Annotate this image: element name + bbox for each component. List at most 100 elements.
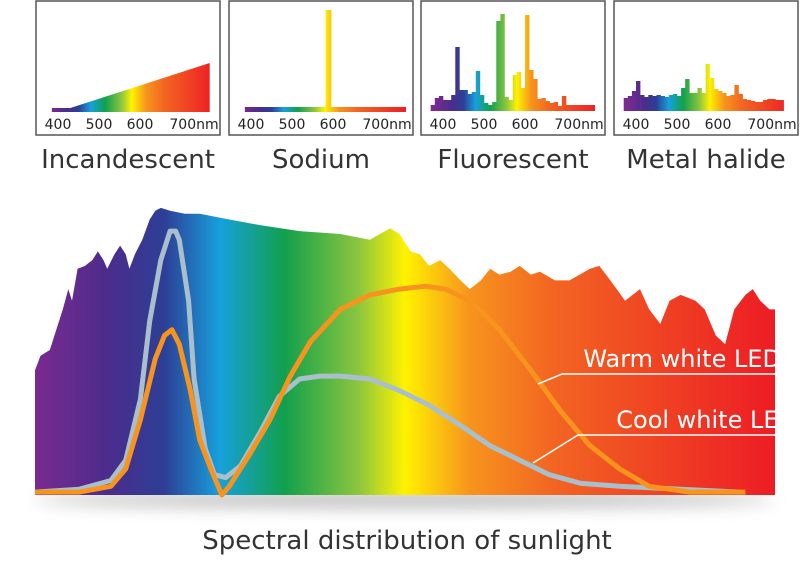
spectrum-bar <box>488 105 493 111</box>
panel-frame <box>35 0 221 136</box>
spectrum-bar <box>705 64 711 111</box>
spectrum-bar <box>730 95 735 111</box>
spectrum-bar <box>742 99 747 111</box>
spectrum-bar <box>512 75 518 111</box>
spectrum-bar <box>746 100 752 111</box>
spectrum-bar <box>529 70 534 111</box>
spectrum-bar <box>467 94 472 111</box>
spectrum-bar <box>726 96 731 111</box>
spectrum-bar <box>738 94 743 111</box>
spectrum-bar <box>434 98 440 111</box>
spectrum-bar <box>525 15 530 111</box>
spectrum-bar <box>574 105 579 111</box>
spectrum-bar <box>590 105 595 111</box>
x-tick-label: 400 <box>45 117 72 133</box>
x-tick-label: 500 <box>471 117 498 133</box>
spectrum-bar <box>668 95 674 111</box>
spectrum-bar <box>640 95 645 111</box>
spectrum-bar <box>693 93 698 111</box>
spectrum-bar <box>533 79 538 111</box>
spectrum-bar <box>459 90 464 111</box>
spectrum-bar <box>771 99 776 111</box>
spectrum-bar <box>451 95 456 111</box>
panel-frame <box>420 0 606 136</box>
spectrum-bar <box>677 96 682 111</box>
spectrum-bar <box>479 95 485 111</box>
spectrum-bar <box>537 99 542 111</box>
panel-title: Fluorescent <box>437 145 588 175</box>
spectrum-bar <box>438 96 444 111</box>
spectrum-bar <box>570 105 575 111</box>
spectrum-bar <box>516 72 522 111</box>
spectrum-bar <box>722 93 727 111</box>
x-tick-label: 500 <box>664 117 691 133</box>
x-tick-label: 600 <box>127 117 154 133</box>
spectrum-bar <box>566 105 571 111</box>
panel-title: Incandescent <box>41 145 215 175</box>
spectrum-bar <box>775 100 780 111</box>
spectrum-bar <box>718 91 723 111</box>
spectrum-bar <box>709 78 715 111</box>
spectrum-bar <box>545 101 550 111</box>
cool-led-leader-line <box>532 434 787 464</box>
spectrum-bar <box>779 100 784 111</box>
panel-incandescent: 400 500 600 700nm Incandescent <box>35 0 221 175</box>
sunlight-spectrum-area <box>35 207 775 495</box>
x-tick-label: 400 <box>623 117 650 133</box>
panel-title: Sodium <box>272 145 370 175</box>
x-tick-label: 500 <box>279 117 306 133</box>
spectrum-bar <box>656 95 661 111</box>
legend-cool-white-led: Cool white LED <box>616 406 797 434</box>
x-tick-label: 400 <box>430 117 457 133</box>
spectrum-area <box>51 63 210 112</box>
spectrum-bar <box>586 105 591 111</box>
x-tick-label: 600 <box>512 117 539 133</box>
spectrum-bar <box>443 100 448 111</box>
spectrum-bar <box>484 103 489 111</box>
spectrum-bar <box>648 95 653 111</box>
spectrum-bar <box>754 102 760 111</box>
lamp-spectra-panels: 400 500 600 700nm Incandescent 400 500 600 700nm… <box>35 0 799 175</box>
spectrum-bar <box>652 96 657 111</box>
spectrum-bar <box>492 102 497 111</box>
x-tick-label: 500 <box>86 117 113 133</box>
spectrum-bar <box>500 14 505 111</box>
spectrum-bar <box>557 106 563 111</box>
spectrum-bar <box>623 98 629 111</box>
spectrum-bar <box>561 96 567 111</box>
spectrum-bar <box>455 47 460 111</box>
sunlight-chart: Warm white LED Cool white LED Spectral d… <box>34 207 797 556</box>
warm-led-leader-line <box>537 373 782 385</box>
spectrum-bar <box>644 97 649 111</box>
spectrum-bar <box>504 97 509 111</box>
warm-white-led-line <box>35 283 746 498</box>
spectrum-bar <box>734 85 739 111</box>
spectrum-bar <box>549 103 554 111</box>
spectrum-bar <box>520 88 526 111</box>
spectrum-bar <box>471 92 477 111</box>
spectrum-bar <box>463 90 468 111</box>
spectrum-bar <box>430 105 436 111</box>
spectrum-bar <box>689 93 694 111</box>
x-tick-label: 700nm <box>362 117 411 133</box>
panel-title: Metal halide <box>626 145 785 175</box>
panel-frame <box>228 0 414 136</box>
spectrum-bar <box>713 89 719 111</box>
x-tick-label: 600 <box>320 117 347 133</box>
spectrum-bar <box>759 102 764 111</box>
spectrum-bar <box>627 96 633 111</box>
spectrum-bar <box>672 94 678 111</box>
panel-metal-halide: 400 500 600 700nm Metal halide <box>613 0 799 175</box>
spectrum-bar <box>553 102 559 111</box>
legend-warm-white-led: Warm white LED <box>583 345 781 373</box>
x-tick-label: 700nm <box>747 117 796 133</box>
spectrum-bar <box>447 100 452 111</box>
x-tick-label: 600 <box>705 117 732 133</box>
x-tick-label: 700nm <box>554 117 603 133</box>
spectrum-bar <box>685 79 690 111</box>
panel-sodium: 400 500 600 700nm Sodium <box>228 0 414 175</box>
x-tick-label: 400 <box>238 117 265 133</box>
chart-title: Spectral distribution of sunlight <box>202 526 612 556</box>
spectrum-bar <box>664 97 670 111</box>
